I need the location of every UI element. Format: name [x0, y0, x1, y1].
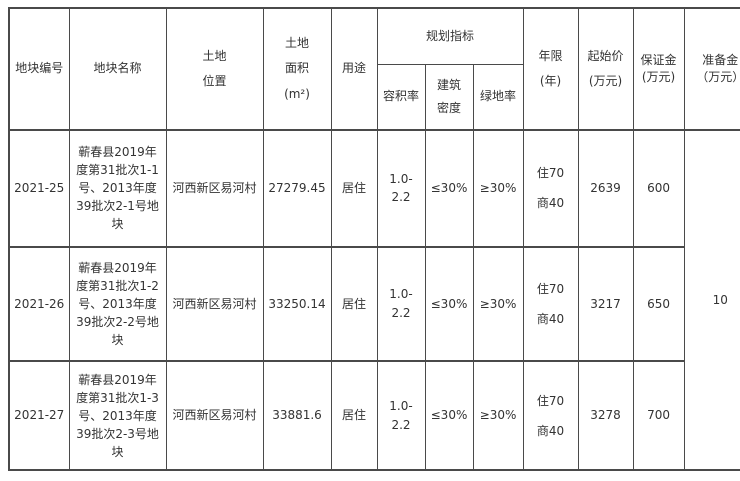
term-cell: 住70 商40 [522, 129, 579, 248]
location-cell: 河西新区易河村 [165, 129, 264, 248]
land-parcel-table: 地块编号 地块名称 土地 位置 土地 面积 (m²) 用途 规划指标 年限 (年… [8, 7, 740, 471]
deposit-cell: 700 [632, 360, 685, 471]
start-price-cell: 2639 [577, 129, 634, 248]
deposit-cell: 600 [632, 129, 685, 248]
building-density-cell: ≤30% [424, 245, 474, 362]
building-density-cell: ≤30% [424, 129, 474, 248]
plot-ratio-cell: 1.0-2.2 [376, 360, 426, 471]
header-start-price: 起始价 (万元) [577, 7, 634, 131]
term-cell: 住70 商40 [522, 245, 579, 362]
header-row-sub: 容积率 建筑 密度 绿地率 [9, 63, 740, 131]
usage-cell: 居住 [330, 360, 378, 471]
table-row: 2021-25 蕲春县2019年度第31批次1-1号、2013年度39批次2-1… [8, 129, 740, 471]
green-rate-cell: ≥30% [472, 129, 524, 248]
header-location: 土地 位置 [165, 7, 264, 131]
header-planning-group: 规划指标 [376, 7, 524, 65]
parcel-name-cell: 蕲春县2019年度第31批次1-2号、2013年度39批次2-2号地块 [68, 245, 167, 362]
header-parcel-id: 地块编号 [8, 7, 70, 131]
header-deposit: 保证金 (万元) [632, 7, 685, 131]
header-area: 土地 面积 (m²) [262, 7, 332, 131]
header-row-top: 地块编号 地块名称 土地 位置 土地 面积 (m²) 用途 规划指标 年限 (年… [8, 7, 740, 131]
deposit-cell: 650 [632, 245, 685, 362]
header-green-rate: 绿地率 [472, 63, 524, 131]
parcel-id-cell: 2021-27 [8, 360, 70, 471]
location-cell: 河西新区易河村 [165, 360, 264, 471]
building-density-cell: ≤30% [424, 360, 474, 471]
term-cell: 住70 商40 [522, 360, 579, 471]
table-row: 2021-26 蕲春县2019年度第31批次1-2号、2013年度39批次2-2… [8, 245, 740, 362]
start-price-cell: 3217 [577, 245, 634, 362]
table-body: 2021-25 蕲春县2019年度第31批次1-1号、2013年度39批次2-1… [8, 129, 740, 471]
header-plot-ratio: 容积率 [376, 63, 426, 131]
header-parcel-name: 地块名称 [68, 7, 167, 131]
header-term: 年限 (年) [522, 7, 579, 131]
reserve-merged-cell: 10 [683, 129, 740, 471]
header-building-density: 建筑 密度 [424, 63, 474, 131]
area-cell: 33250.14 [262, 245, 332, 362]
location-cell: 河西新区易河村 [165, 245, 264, 362]
plot-ratio-cell: 1.0-2.2 [376, 129, 426, 248]
header-usage: 用途 [330, 7, 378, 131]
header-reserve: 准备金 （万元） [683, 7, 740, 131]
plot-ratio-cell: 1.0-2.2 [376, 245, 426, 362]
parcel-name-cell: 蕲春县2019年度第31批次1-1号、2013年度39批次2-1号地块 [68, 129, 167, 248]
parcel-id-cell: 2021-26 [8, 245, 70, 362]
area-cell: 33881.6 [262, 360, 332, 471]
usage-cell: 居住 [330, 129, 378, 248]
parcel-id-cell: 2021-25 [8, 129, 70, 248]
area-cell: 27279.45 [262, 129, 332, 248]
table-row: 2021-27 蕲春县2019年度第31批次1-3号、2013年度39批次2-3… [8, 360, 740, 471]
parcel-name-cell: 蕲春县2019年度第31批次1-3号、2013年度39批次2-3号地块 [68, 360, 167, 471]
green-rate-cell: ≥30% [472, 360, 524, 471]
start-price-cell: 3278 [577, 360, 634, 471]
table-header: 地块编号 地块名称 土地 位置 土地 面积 (m²) 用途 规划指标 年限 (年… [8, 7, 740, 131]
green-rate-cell: ≥30% [472, 245, 524, 362]
usage-cell: 居住 [330, 245, 378, 362]
